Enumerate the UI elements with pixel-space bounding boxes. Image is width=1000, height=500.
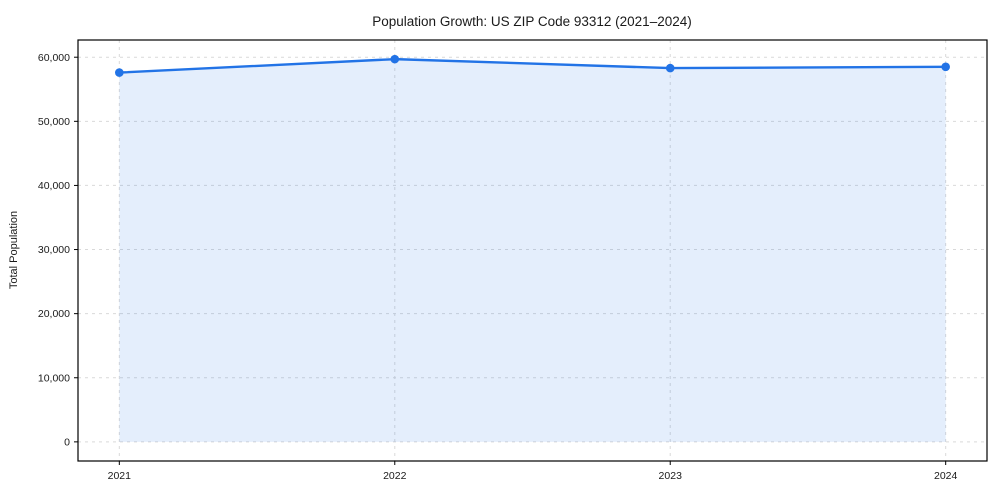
- x-tick-label: 2021: [108, 470, 132, 482]
- area-fill: [119, 59, 946, 442]
- area-fill-layer: [119, 59, 946, 442]
- tick-labels: 0 10,000 20,000 30,000 40,000 50,000 60,000 202…: [38, 52, 958, 482]
- population-line: [118, 57, 947, 74]
- x-tick-label: 2023: [659, 470, 683, 482]
- x-tick-label: 2022: [383, 470, 407, 482]
- data-point-2021: [115, 68, 124, 77]
- data-points: [115, 54, 950, 77]
- gridlines: [78, 40, 987, 461]
- y-tick-label: 60,000: [38, 52, 70, 64]
- y-tick-label: 30,000: [38, 244, 70, 256]
- plot-border: [77, 39, 988, 462]
- x-tick-label: 2024: [934, 470, 958, 482]
- plot-background: [78, 40, 987, 461]
- y-tick-label: 40,000: [38, 180, 70, 192]
- data-point-2022: [390, 54, 400, 64]
- data-point-2023: [665, 63, 675, 73]
- y-axis-label: Total Population: [8, 211, 20, 289]
- y-tick-label: 0: [64, 436, 70, 448]
- y-tick-label: 50,000: [38, 116, 70, 128]
- chart-title: Population Growth: US ZIP Code 93312 (20…: [372, 14, 691, 29]
- tick-marks: [74, 56, 947, 465]
- data-point-2024: [941, 62, 950, 72]
- line-layer: [118, 57, 947, 74]
- y-tick-label: 20,000: [38, 308, 70, 320]
- y-tick-label: 10,000: [38, 372, 70, 384]
